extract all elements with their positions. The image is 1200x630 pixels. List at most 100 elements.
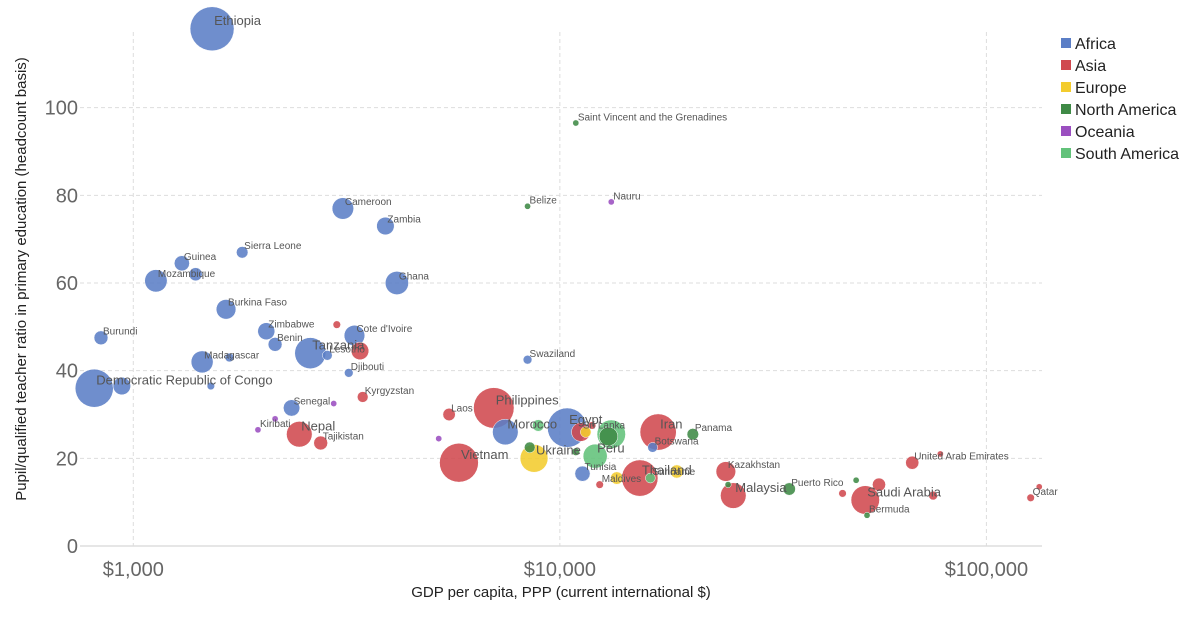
data-point[interactable] <box>206 381 215 391</box>
data-point[interactable] <box>330 400 338 407</box>
data-point[interactable] <box>224 352 235 363</box>
data-point[interactable] <box>190 350 214 374</box>
data-point[interactable] <box>639 413 677 451</box>
point-label: Zambia <box>387 214 421 225</box>
data-point[interactable] <box>267 337 283 352</box>
point-label: Cameroon <box>345 197 392 208</box>
data-points <box>74 6 1043 519</box>
legend-entry[interactable]: Africa <box>1075 36 1116 53</box>
point-label: Panama <box>695 423 733 434</box>
point-label: Kiribati <box>260 419 291 430</box>
data-point[interactable] <box>782 482 796 496</box>
data-point[interactable] <box>532 419 545 432</box>
legend-entry[interactable]: North America <box>1075 102 1176 119</box>
data-point[interactable] <box>607 198 615 206</box>
data-point[interactable] <box>492 418 519 446</box>
data-point[interactable] <box>439 443 479 483</box>
data-point[interactable] <box>93 330 109 345</box>
point-label: Democratic Republic of Congo <box>96 373 272 388</box>
data-point[interactable] <box>610 471 624 485</box>
point-label: Laos <box>451 403 473 414</box>
point-label: Maldives <box>602 474 641 485</box>
legend-swatch <box>1061 126 1071 136</box>
legend-entry[interactable]: South America <box>1075 146 1179 163</box>
y-axis-title: Pupil/qualified teacher ratio in primary… <box>13 57 30 501</box>
data-point[interactable] <box>112 376 131 396</box>
legend-swatch <box>1061 38 1071 48</box>
data-point[interactable] <box>236 246 249 259</box>
data-point[interactable] <box>271 415 279 423</box>
data-point[interactable] <box>645 472 656 484</box>
data-point[interactable] <box>283 399 301 417</box>
data-point[interactable] <box>928 490 938 501</box>
point-label: Burkina Faso <box>228 298 287 309</box>
data-point[interactable] <box>571 447 580 456</box>
point-label: Bermuda <box>869 505 910 516</box>
point-label: Guinea <box>184 252 217 263</box>
data-point[interactable] <box>669 464 684 479</box>
data-point[interactable] <box>332 320 341 329</box>
data-point[interactable] <box>572 119 580 127</box>
data-point[interactable] <box>863 511 871 519</box>
data-point[interactable] <box>435 435 443 442</box>
data-point[interactable] <box>582 443 608 469</box>
data-point[interactable] <box>852 476 860 484</box>
point-label: Burundi <box>103 326 137 337</box>
data-point[interactable] <box>524 441 536 454</box>
legend-entry[interactable]: Oceania <box>1075 124 1135 141</box>
data-point[interactable] <box>350 341 370 360</box>
point-label: Qatar <box>1033 487 1059 498</box>
data-point[interactable] <box>357 391 369 403</box>
point-label: Tanzania <box>312 338 365 353</box>
data-point[interactable] <box>254 426 262 434</box>
point-label: Djibouti <box>351 362 384 373</box>
data-point[interactable] <box>344 368 354 378</box>
data-point[interactable] <box>215 299 237 320</box>
data-point[interactable] <box>588 421 597 430</box>
data-point[interactable] <box>724 481 732 488</box>
data-point[interactable] <box>647 442 658 453</box>
data-point[interactable] <box>385 271 409 295</box>
data-point[interactable] <box>522 355 533 365</box>
legend-entry[interactable]: Europe <box>1075 80 1127 97</box>
data-point[interactable] <box>720 482 747 509</box>
point-label: Thailand <box>642 462 692 477</box>
point-label: Iran <box>660 416 682 431</box>
data-point[interactable] <box>313 435 328 451</box>
data-point[interactable] <box>1035 483 1043 491</box>
data-point[interactable] <box>580 426 592 438</box>
data-point[interactable] <box>322 350 333 361</box>
x-tick-label: $10,000 <box>524 559 596 581</box>
legend-swatch <box>1061 104 1071 114</box>
point-label: Malaysia <box>735 480 787 495</box>
data-point[interactable] <box>872 477 886 492</box>
data-point[interactable] <box>174 255 190 272</box>
point-label: Swaziland <box>530 349 576 360</box>
data-point[interactable] <box>286 421 313 448</box>
data-point[interactable] <box>1026 493 1035 502</box>
point-label: Senegal <box>294 396 331 407</box>
point-label: Zimbabwe <box>268 320 315 331</box>
data-point[interactable] <box>574 465 591 482</box>
data-point[interactable] <box>905 455 920 470</box>
data-point[interactable] <box>838 489 847 498</box>
y-tick-label: 40 <box>56 361 78 383</box>
data-point[interactable] <box>144 269 168 293</box>
data-point[interactable] <box>376 216 395 236</box>
data-point[interactable] <box>442 408 456 421</box>
legend-entry[interactable]: Asia <box>1075 58 1106 75</box>
data-point[interactable] <box>189 6 235 52</box>
point-label: Nauru <box>613 191 640 202</box>
data-point[interactable] <box>937 450 944 458</box>
data-point[interactable] <box>598 426 619 447</box>
data-point[interactable] <box>188 267 203 282</box>
data-point[interactable] <box>257 322 276 340</box>
data-point[interactable] <box>331 197 354 220</box>
data-point[interactable] <box>715 461 736 482</box>
data-point[interactable] <box>595 480 604 489</box>
point-label: Botswana <box>655 436 699 447</box>
data-point[interactable] <box>524 202 531 210</box>
data-point[interactable] <box>686 428 699 441</box>
y-tick-label: 20 <box>56 448 78 470</box>
